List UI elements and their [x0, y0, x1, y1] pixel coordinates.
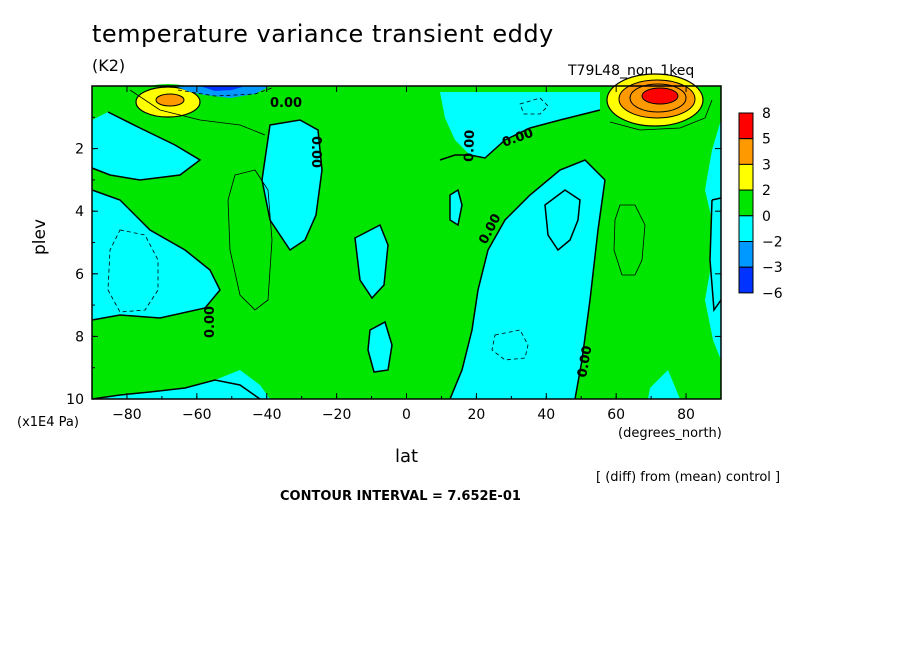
contour-lines: [91, 89, 722, 400]
negative-minimum: [175, 86, 270, 98]
colorbar-label: −6: [762, 286, 783, 302]
x-tick-label: −40: [252, 407, 282, 423]
colorbar-label: −3: [762, 260, 783, 276]
contour-label: 0.00: [462, 130, 478, 163]
negative-region: [440, 92, 600, 158]
colorbar-swatch: [738, 189, 754, 217]
x-tick-label: 0: [402, 407, 411, 423]
negative-region: [92, 112, 200, 180]
colorbar-swatch: [738, 163, 754, 191]
diff-note: [ (diff) from (mean) control ]: [596, 470, 781, 485]
y-tick-label: 2: [75, 142, 84, 158]
x-tick-label: −60: [182, 407, 212, 423]
y-tick-label: 4: [75, 204, 84, 220]
colorbar-swatch: [738, 138, 754, 165]
colorbar-swatch: [738, 266, 754, 294]
colorbar-label: 8: [762, 106, 771, 122]
colorbar: 8 5 3 2 0 −2 −3 −6: [738, 106, 783, 302]
contour-field: 0.00 0.00 0.00 0.00 0.00 0.00 0.00: [91, 73, 722, 400]
x-tick-label: 40: [537, 407, 555, 423]
chart-units: (K2): [92, 56, 126, 75]
negative-region: [648, 370, 680, 399]
colorbar-swatch: [738, 215, 754, 243]
negative-minimum: [200, 86, 245, 91]
y-tick-label: 8: [75, 329, 84, 345]
y-tick-label: 10: [66, 392, 84, 408]
colorbar-label: 0: [762, 209, 771, 225]
y-axis-units: (x1E4 Pa): [17, 415, 79, 430]
colorbar-label: 2: [762, 183, 771, 199]
negative-region: [262, 120, 322, 250]
colorbar-swatch: [738, 112, 754, 140]
contour-interval: CONTOUR INTERVAL = 7.652E-01: [280, 489, 521, 504]
colorbar-swatch: [738, 241, 754, 268]
contour-label: 0.00: [575, 344, 595, 378]
colorbar-label: 5: [762, 132, 771, 148]
negative-region: [710, 198, 721, 310]
colorbar-label: 3: [762, 157, 771, 173]
negative-region: [355, 225, 388, 298]
colorbar-label: −2: [762, 235, 783, 251]
y-axis: 2 4 6 8 10: [66, 116, 721, 408]
x-tick-label: 20: [467, 407, 485, 423]
contour-label: 0.00: [308, 136, 323, 168]
positive-maximum-north: [606, 73, 704, 127]
x-axis-label: lat: [395, 446, 419, 467]
x-tick-label: 80: [677, 407, 695, 423]
x-tick-label: −80: [112, 407, 142, 423]
chart-title: temperature variance transient eddy: [92, 20, 554, 48]
negative-region: [368, 322, 392, 372]
contour-label: 0.00: [203, 306, 218, 338]
y-tick-label: 6: [75, 267, 84, 283]
positive-region: [92, 86, 721, 399]
x-axis: −80 −60 −40 −20 0 20 40 60 80: [91, 86, 722, 423]
positive-maximum-south: [126, 84, 210, 124]
x-tick-label: 60: [607, 407, 625, 423]
x-tick-label: −20: [322, 407, 352, 423]
contour-label: 0.00: [270, 96, 302, 111]
negative-contour-lines: [107, 87, 549, 361]
x-axis-units: (degrees_north): [618, 426, 722, 441]
